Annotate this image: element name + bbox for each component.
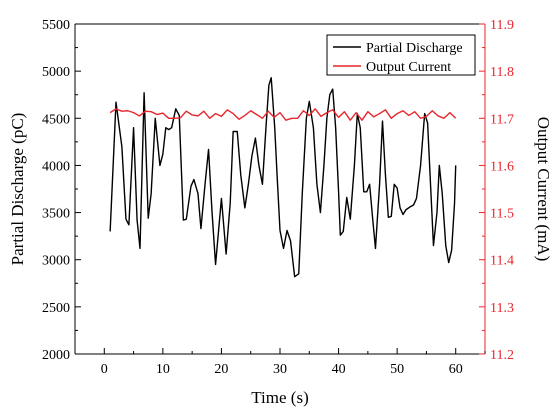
y-left-tick-label: 5000	[42, 65, 70, 80]
y-right-tick-label: 11.6	[490, 159, 514, 174]
x-tick-label: 20	[214, 362, 228, 377]
x-axis-title: Time (s)	[251, 388, 308, 407]
y-right-tick-label: 11.5	[490, 207, 514, 222]
series-line-partial-discharge	[109, 77, 457, 278]
y-right-tick-label: 11.2	[490, 348, 514, 363]
y-left-tick-label: 5500	[42, 18, 70, 33]
legend-label-partial-discharge: Partial Discharge	[366, 41, 463, 56]
y-right-tick-label: 11.7	[490, 112, 514, 127]
y-left-tick-label: 3500	[42, 207, 70, 222]
legend-label-output-current: Output Current	[366, 60, 451, 75]
y-left-tick-label: 3000	[42, 254, 70, 269]
x-tick-label: 50	[390, 362, 404, 377]
y-right-tick-label: 11.3	[490, 301, 514, 316]
x-tick-label: 10	[156, 362, 170, 377]
y-axis-left: 2000 2500 3000 3500 4000 4500 5000 5500	[42, 18, 81, 363]
series-line-output-current	[109, 108, 457, 121]
y-axis-right-title: Output Current (mA)	[534, 117, 550, 261]
y-left-tick-label: 2500	[42, 301, 70, 316]
x-tick-label: 60	[449, 362, 463, 377]
series-layer	[109, 77, 457, 278]
x-tick-label: 40	[332, 362, 346, 377]
x-tick-label: 0	[101, 362, 108, 377]
x-tick-label: 30	[273, 362, 287, 377]
x-axis: 0 10 20 30 40 50 60	[74, 348, 486, 377]
legend: Partial Discharge Output Current	[326, 34, 476, 76]
legend-box	[326, 34, 476, 76]
y-right-tick-label: 11.8	[490, 65, 514, 80]
y-axis-left-title: Partial Discharge (pC)	[8, 113, 27, 266]
y-axis-right: 11.2 11.3 11.4 11.5 11.6 11.7 11.8 11.9	[479, 18, 514, 363]
y-left-tick-label: 2000	[42, 348, 70, 363]
y-right-tick-label: 11.9	[490, 18, 514, 33]
y-left-tick-label: 4000	[42, 159, 70, 174]
y-right-tick-label: 11.4	[490, 254, 514, 269]
y-left-tick-label: 4500	[42, 112, 70, 127]
